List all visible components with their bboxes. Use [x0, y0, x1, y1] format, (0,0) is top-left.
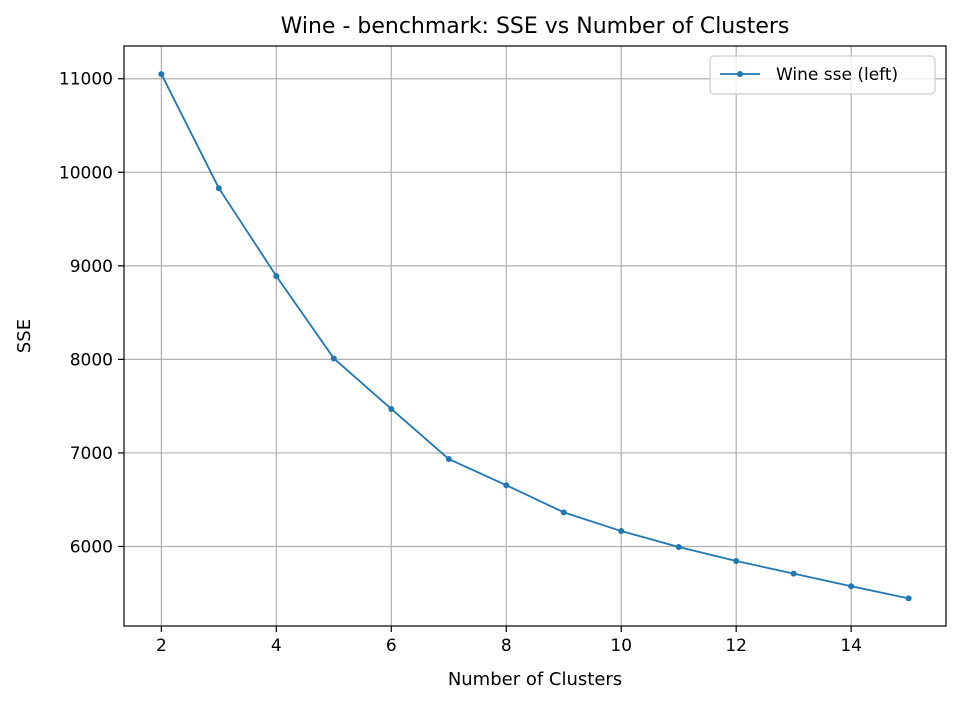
y-tick-label: 11000: [59, 70, 113, 90]
axis-ticks: 2 4 6 8 10 12 14 6000 7000 8000 9000 10000 11000: [59, 70, 862, 656]
plot-frame: [123, 45, 947, 627]
data-point: [388, 405, 395, 412]
legend: Wine sse (left): [709, 55, 936, 95]
y-tick-label: 6000: [70, 537, 113, 557]
chart-title: Wine - benchmark: SSE vs Number of Clust…: [281, 14, 790, 39]
x-axis-label: Number of Clusters: [448, 669, 622, 690]
x-tick-label: 8: [501, 636, 512, 656]
data-point: [848, 583, 855, 590]
series-layer: [158, 71, 912, 602]
y-tick-label: 8000: [70, 350, 113, 370]
x-tick-label: 4: [271, 636, 282, 656]
data-point: [503, 482, 510, 489]
legend-box: [709, 55, 936, 95]
x-tick-label: 12: [725, 636, 747, 656]
data-point: [215, 185, 222, 192]
data-point: [273, 273, 280, 280]
data-point: [790, 570, 797, 577]
series-line: [160, 73, 909, 600]
data-point: [330, 355, 337, 362]
legend-label: Wine sse (left): [776, 65, 898, 85]
x-tick-label: 10: [610, 636, 632, 656]
x-tick-label: 14: [840, 636, 862, 656]
data-point: [675, 543, 682, 550]
y-tick-label: 7000: [70, 444, 113, 464]
y-tick-label: 10000: [59, 163, 113, 183]
data-point: [158, 71, 165, 78]
data-point: [618, 528, 625, 535]
data-point: [560, 509, 567, 516]
x-tick-label: 2: [156, 636, 167, 656]
legend-marker-swatch: [737, 71, 743, 77]
y-tick-label: 9000: [70, 257, 113, 277]
y-axis-label: SSE: [14, 319, 35, 353]
x-tick-label: 6: [386, 636, 397, 656]
data-point: [905, 595, 912, 602]
data-point: [733, 557, 740, 564]
data-point: [445, 456, 452, 463]
